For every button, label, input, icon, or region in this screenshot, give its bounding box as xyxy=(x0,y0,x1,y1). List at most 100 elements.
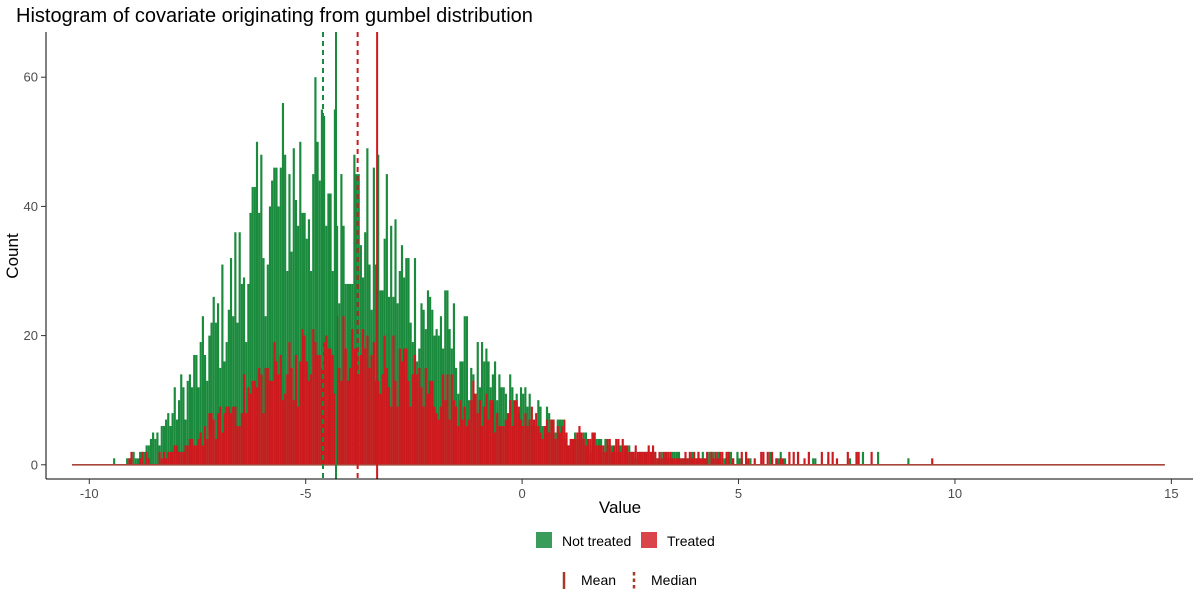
histogram-bar xyxy=(366,335,369,465)
histogram-bar xyxy=(160,426,163,465)
histogram-bar xyxy=(736,451,739,465)
histogram-bar xyxy=(478,400,481,465)
histogram-bar xyxy=(701,458,704,465)
histogram-bar xyxy=(452,303,456,465)
histogram-bar xyxy=(208,413,211,465)
histogram-bar xyxy=(623,445,626,465)
histogram-bar xyxy=(191,387,194,465)
histogram-bar xyxy=(777,458,780,465)
histogram-bar xyxy=(745,451,748,465)
histogram-bar xyxy=(171,413,174,465)
histogram-bar xyxy=(870,451,873,465)
histogram-bar xyxy=(658,451,661,465)
histogram-bar xyxy=(340,380,343,465)
histogram-bar xyxy=(480,426,484,465)
histogram-bar xyxy=(617,438,620,465)
histogram-bar xyxy=(459,400,462,465)
histogram-bar xyxy=(139,458,142,465)
histogram-bar xyxy=(675,458,678,465)
histogram-bar xyxy=(329,193,332,465)
histogram-bar xyxy=(277,374,280,465)
histogram-bar xyxy=(359,245,362,465)
histogram-bar xyxy=(442,374,445,465)
histogram-bar xyxy=(299,141,302,465)
histogram-bar xyxy=(292,148,295,465)
histogram-bar xyxy=(446,374,449,465)
histogram-bar xyxy=(182,387,185,465)
histogram-bar xyxy=(489,400,492,465)
histogram-bar xyxy=(517,406,520,465)
histogram-bar xyxy=(271,380,274,465)
histogram-bar xyxy=(288,342,291,465)
histogram-bar xyxy=(385,174,388,465)
histogram-bar xyxy=(145,451,148,465)
histogram-bar xyxy=(197,387,200,465)
histogram-bar xyxy=(671,458,674,465)
histogram-bar xyxy=(513,400,516,465)
legend-swatch-treated xyxy=(641,532,657,548)
histogram-bar xyxy=(532,419,536,465)
x-tick-label: -5 xyxy=(300,486,312,501)
histogram-bar xyxy=(621,438,624,465)
histogram-bar xyxy=(684,451,687,465)
histogram-bar xyxy=(667,451,670,465)
histogram-bar xyxy=(180,374,183,465)
histogram-bar xyxy=(262,258,265,465)
y-axis-label: Count xyxy=(3,233,22,279)
histogram-bar xyxy=(370,354,373,465)
histogram-bar xyxy=(206,380,209,465)
histogram-bar xyxy=(561,426,564,465)
histogram-bar xyxy=(236,322,239,465)
histogram-bar xyxy=(483,406,486,465)
histogram-bar xyxy=(247,387,250,465)
histogram-bar xyxy=(201,445,204,465)
histogram-bar xyxy=(496,413,499,465)
histogram-bar xyxy=(474,393,477,465)
histogram-bar xyxy=(703,458,707,465)
histogram-bar xyxy=(522,426,525,465)
histogram-bar xyxy=(132,451,135,465)
histogram-bar xyxy=(128,458,131,465)
histogram-bar xyxy=(392,335,395,465)
x-tick-label: 10 xyxy=(948,486,962,501)
histogram-bar xyxy=(539,432,542,465)
histogram-bar xyxy=(290,367,293,465)
y-tick-label: 0 xyxy=(31,457,38,472)
histogram-bar xyxy=(374,264,378,465)
histogram-bar xyxy=(203,426,207,465)
histogram-bar xyxy=(545,419,549,465)
histogram-bar xyxy=(307,380,311,465)
histogram-bar xyxy=(184,419,187,465)
histogram-bar xyxy=(643,451,646,465)
histogram-bar xyxy=(638,451,642,465)
legend-label-median: Median xyxy=(651,572,697,588)
histogram-bar xyxy=(199,342,202,465)
histogram-bar xyxy=(195,354,198,465)
histogram-bar xyxy=(314,342,317,465)
histogram-bar xyxy=(706,451,709,465)
histogram-bar xyxy=(651,445,655,465)
histogram-bar xyxy=(232,406,235,465)
histogram-bar xyxy=(167,451,170,465)
histogram-bar xyxy=(634,445,637,465)
histogram-bar xyxy=(178,400,181,465)
histogram-bar xyxy=(318,180,321,465)
histogram-bar xyxy=(493,432,497,465)
histogram-bar xyxy=(426,393,430,465)
histogram-bar xyxy=(630,451,633,465)
histogram-bar xyxy=(240,413,243,465)
histogram-bar xyxy=(604,451,607,465)
histogram-bar xyxy=(556,426,559,465)
histogram-bar xyxy=(357,174,360,465)
histogram-bar xyxy=(796,451,800,465)
histogram-bar xyxy=(437,335,440,465)
x-tick-label: 5 xyxy=(735,486,742,501)
histogram-bar xyxy=(355,174,358,465)
histogram-bar xyxy=(664,451,668,465)
histogram-bar xyxy=(435,329,438,465)
legend-swatch-not-treated xyxy=(536,532,552,548)
histogram-bar xyxy=(493,361,497,465)
histogram-bar xyxy=(582,438,585,465)
histogram-bar xyxy=(429,380,432,465)
histogram-bar xyxy=(134,458,137,465)
